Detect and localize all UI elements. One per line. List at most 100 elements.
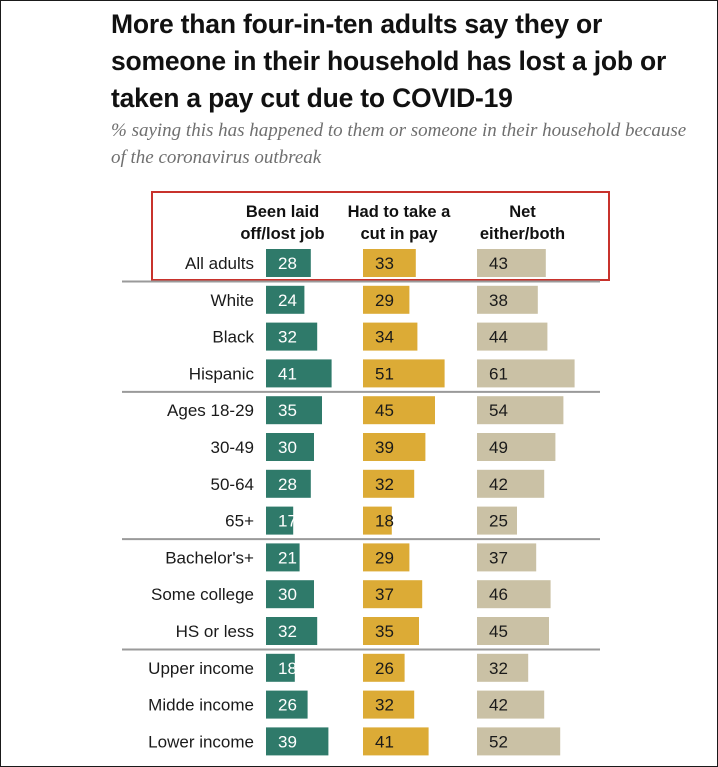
bar-upper-income-series-3	[477, 653, 529, 682]
row-label-50-64: 50-64	[211, 475, 254, 494]
bar-upper-income-series-1	[266, 653, 295, 682]
column-header-net: Net either/both	[465, 201, 580, 245]
bar-midde-income-series-2	[363, 690, 415, 719]
bar-bachelor-s-series-3	[477, 543, 537, 572]
data-label-black-series-2: 34	[375, 328, 394, 347]
bar-lower-income-series-2	[363, 727, 429, 756]
bar-30-49-series-2	[363, 433, 426, 461]
data-label-65-series-1: 17	[278, 512, 297, 531]
bar-50-64-series-2	[363, 469, 415, 498]
bar-some-college-series-2	[363, 580, 423, 609]
data-label-white-series-3: 38	[489, 291, 508, 310]
row-label-ages-18-29: Ages 18-29	[167, 401, 254, 420]
data-label-50-64-series-3: 42	[489, 475, 508, 494]
column-header-laid-off-line-1: Been laid	[245, 203, 320, 221]
bar-ages-18-29-series-3	[477, 396, 564, 425]
data-label-bachelor-s-series-2: 29	[375, 548, 394, 567]
bar-ages-18-29-series-1	[266, 396, 322, 425]
chart-subtitle: % saying this has happened to them or so…	[111, 120, 687, 168]
data-label-ages-18-29-series-1: 35	[278, 401, 297, 420]
column-header-pay-cut-line-1: Had to take a	[347, 203, 451, 221]
bar-30-49-series-3	[477, 433, 556, 461]
column-header-pay-cut-line-2: cut in pay	[360, 225, 438, 243]
data-label-50-64-series-1: 28	[278, 475, 297, 494]
data-label-some-college-series-1: 30	[278, 585, 297, 604]
data-label-hispanic-series-2: 51	[375, 364, 394, 383]
bar-white-series-3	[477, 285, 538, 314]
row-label-lower-income: Lower income	[148, 732, 254, 751]
data-label-bachelor-s-series-3: 37	[489, 548, 508, 567]
data-label-midde-income-series-2: 32	[375, 696, 394, 715]
bar-upper-income-series-2	[363, 653, 405, 682]
bar-hispanic-series-1	[266, 359, 332, 388]
data-label-midde-income-series-1: 26	[278, 696, 297, 715]
bar-all-adults-series-2	[363, 249, 416, 277]
bar-lower-income-series-3	[477, 727, 561, 756]
data-label-black-series-3: 44	[489, 328, 508, 347]
row-label-midde-income: Midde income	[148, 696, 254, 715]
bar-hs-or-less-series-3	[477, 617, 549, 645]
data-label-upper-income-series-1: 18	[278, 659, 297, 678]
data-label-all-adults-series-1: 28	[278, 254, 297, 273]
data-label-all-adults-series-2: 33	[375, 254, 394, 273]
chart-title: More than four-in-ten adults say they or…	[111, 9, 667, 113]
data-label-some-college-series-2: 37	[375, 585, 394, 604]
bar-bachelor-s-series-2	[363, 543, 410, 572]
bar-all-adults-series-3	[477, 249, 546, 277]
data-label-upper-income-series-3: 32	[489, 659, 508, 678]
row-label-hs-or-less: HS or less	[176, 622, 254, 641]
data-label-65-series-2: 18	[375, 512, 394, 531]
data-label-65-series-3: 25	[489, 512, 508, 531]
bar-hispanic-series-2	[363, 359, 445, 388]
data-label-hs-or-less-series-1: 32	[278, 622, 297, 641]
bar-black-series-1	[266, 322, 318, 351]
data-label-ages-18-29-series-2: 45	[375, 401, 394, 420]
row-label-some-college: Some college	[151, 585, 254, 604]
bar-65-series-1	[266, 506, 294, 535]
row-label-hispanic: Hispanic	[189, 364, 255, 383]
data-label-midde-income-series-3: 42	[489, 696, 508, 715]
bar-white-series-2	[363, 285, 410, 314]
row-label-upper-income: Upper income	[148, 659, 254, 678]
bar-white-series-1	[266, 285, 305, 314]
bar-some-college-series-1	[266, 580, 314, 609]
column-header-net-line-1: Net	[509, 203, 536, 221]
data-label-lower-income-series-2: 41	[375, 732, 394, 751]
bar-hs-or-less-series-1	[266, 617, 318, 645]
bar-hs-or-less-series-2	[363, 617, 419, 645]
bar-30-49-series-1	[266, 433, 314, 461]
data-label-50-64-series-2: 32	[375, 475, 394, 494]
data-label-ages-18-29-series-3: 54	[489, 401, 508, 420]
bar-hispanic-series-3	[477, 359, 575, 388]
data-label-30-49-series-2: 39	[375, 438, 394, 457]
data-label-black-series-1: 32	[278, 328, 297, 347]
data-label-hs-or-less-series-3: 45	[489, 622, 508, 641]
bar-all-adults-series-1	[266, 249, 311, 277]
bar-65-series-2	[363, 506, 392, 535]
row-label-all-adults: All adults	[185, 254, 254, 273]
bar-black-series-3	[477, 322, 548, 351]
row-label-black: Black	[212, 328, 254, 347]
data-label-hispanic-series-1: 41	[278, 364, 297, 383]
bar-65-series-3	[477, 506, 517, 535]
bar-bachelor-s-series-1	[266, 543, 300, 572]
column-header-net-line-2: either/both	[479, 225, 566, 243]
data-label-upper-income-series-2: 26	[375, 659, 394, 678]
bar-ages-18-29-series-2	[363, 396, 435, 425]
row-label-white: White	[211, 291, 254, 310]
data-label-30-49-series-1: 30	[278, 438, 297, 457]
bar-50-64-series-3	[477, 469, 545, 498]
data-label-white-series-1: 24	[278, 291, 297, 310]
all-adults-highlight-box	[151, 191, 610, 281]
data-label-white-series-2: 29	[375, 291, 394, 310]
row-label-65: 65+	[225, 512, 254, 531]
row-label-bachelor-s: Bachelor's+	[165, 548, 254, 567]
data-label-all-adults-series-3: 43	[489, 254, 508, 273]
column-header-pay-cut: Had to take a cut in pay	[334, 201, 464, 245]
bar-midde-income-series-1	[266, 690, 308, 719]
data-label-some-college-series-3: 46	[489, 585, 508, 604]
bar-midde-income-series-3	[477, 690, 545, 719]
bar-some-college-series-3	[477, 580, 551, 609]
data-label-hispanic-series-3: 61	[489, 364, 508, 383]
